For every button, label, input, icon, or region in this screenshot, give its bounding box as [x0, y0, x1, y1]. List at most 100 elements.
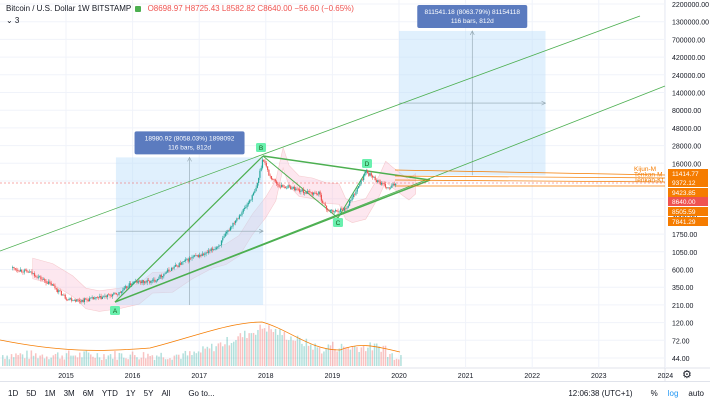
volume-bar [208, 348, 211, 366]
volume-bar [61, 355, 63, 366]
volume-bar [310, 344, 312, 366]
percent-toggle[interactable]: % [650, 388, 658, 398]
volume-bar [237, 336, 239, 366]
timeframe-ytd[interactable]: YTD [101, 388, 118, 398]
volume-bar [39, 355, 41, 366]
volume-bar [180, 358, 182, 366]
timeframe-5y[interactable]: 5Y [143, 388, 154, 398]
volume-bar [235, 340, 237, 366]
candle-body [68, 298, 70, 301]
pattern-point-label: D [365, 161, 370, 168]
volume-bar [369, 342, 371, 366]
candle-body [72, 300, 74, 302]
candle-body [30, 271, 32, 273]
projection-bars-label: 116 bars, 812d [451, 18, 494, 25]
timeframe-3m[interactable]: 3M [63, 388, 75, 398]
volume-bar [2, 355, 4, 366]
volume-bar [244, 330, 246, 366]
candle-body [364, 172, 366, 176]
timeframe-1m[interactable]: 1M [44, 388, 56, 398]
candle-body [13, 267, 15, 269]
candle-body [218, 245, 220, 247]
volume-bar [162, 357, 165, 366]
candle-body [31, 271, 33, 274]
volume-bar [228, 345, 231, 366]
volume-bar [127, 359, 129, 366]
volume-bar [332, 341, 334, 366]
price-label: 9372.12 [672, 180, 696, 187]
candle-body [24, 269, 27, 271]
volume-bar [138, 359, 140, 366]
price-chart[interactable]: 18980.92 (8058.03%) 1898092 116 bars, 812… [0, 0, 710, 381]
candle-body [58, 290, 60, 293]
candle-body [169, 270, 171, 272]
candle-body [264, 161, 266, 163]
volume-ma-line [0, 321, 401, 353]
log-toggle[interactable]: log [667, 388, 679, 398]
candle-body [331, 209, 333, 211]
candle-body [135, 281, 137, 282]
candle-body [336, 210, 338, 211]
volume-bar [134, 355, 136, 366]
goto-button[interactable]: Go to... [188, 388, 215, 398]
candle-body [287, 185, 289, 189]
volume-bar [362, 345, 365, 366]
candle-body [191, 256, 193, 259]
candle-body [380, 182, 383, 185]
candle-body [386, 187, 388, 188]
candle-body [232, 222, 234, 227]
candle-body [237, 218, 239, 220]
candle-body [41, 279, 43, 280]
candle-body [343, 208, 346, 211]
candle-body [90, 297, 92, 299]
x-tick-label: 2017 [191, 373, 207, 380]
volume-bar [202, 346, 204, 366]
candle-body [105, 295, 107, 297]
volume-bar [164, 359, 167, 366]
candle-body [17, 269, 19, 271]
volume-bar [171, 359, 173, 366]
support-line [114, 179, 431, 303]
timeframe-1d[interactable]: 1D [8, 388, 19, 398]
volume-bar [54, 353, 57, 366]
candle-body [138, 280, 141, 282]
candle-body [250, 199, 252, 201]
timeframe-1y[interactable]: 1Y [125, 388, 136, 398]
candle-body [144, 281, 146, 283]
candle-body [26, 269, 28, 272]
candle-body [275, 181, 278, 184]
candle-body [322, 200, 324, 203]
candle-body [215, 247, 217, 250]
candle-body [310, 192, 312, 193]
candle-body [223, 236, 225, 238]
volume-bar [120, 353, 123, 366]
timeframe-6m[interactable]: 6M [82, 388, 94, 398]
timeframe-all[interactable]: All [161, 388, 171, 398]
candle-body [388, 187, 390, 189]
candle-body [204, 253, 206, 255]
candle-body [145, 281, 147, 283]
volume-bar [215, 346, 217, 366]
timeframe-5d[interactable]: 5D [26, 388, 37, 398]
candle-body [389, 187, 392, 189]
indicator-toggle[interactable]: ⌄ 3 [6, 16, 20, 25]
candle-body [393, 183, 395, 186]
volume-bar [367, 347, 369, 366]
volume-bar [380, 351, 382, 366]
volume-bar [83, 351, 85, 366]
volume-bar [103, 354, 105, 366]
candle-body [219, 245, 221, 246]
y-tick-label: 600.00 [672, 268, 694, 275]
candle-body [323, 202, 325, 204]
candle-body [85, 298, 87, 300]
interval[interactable]: 1W [77, 4, 90, 13]
x-tick-label: 2023 [591, 373, 607, 380]
symbol-name[interactable]: Bitcoin / U.S. Dollar [6, 4, 76, 13]
volume-bar [200, 352, 202, 366]
candle-body [214, 249, 216, 250]
auto-toggle[interactable]: auto [688, 388, 704, 398]
volume-bar [52, 355, 55, 366]
candle-body [259, 170, 261, 178]
time-axis[interactable]: 2015 2016 2017 2018 2019 2020 2021 2022 2023 2024 [58, 373, 673, 380]
gear-icon[interactable]: ⚙ [682, 369, 692, 381]
